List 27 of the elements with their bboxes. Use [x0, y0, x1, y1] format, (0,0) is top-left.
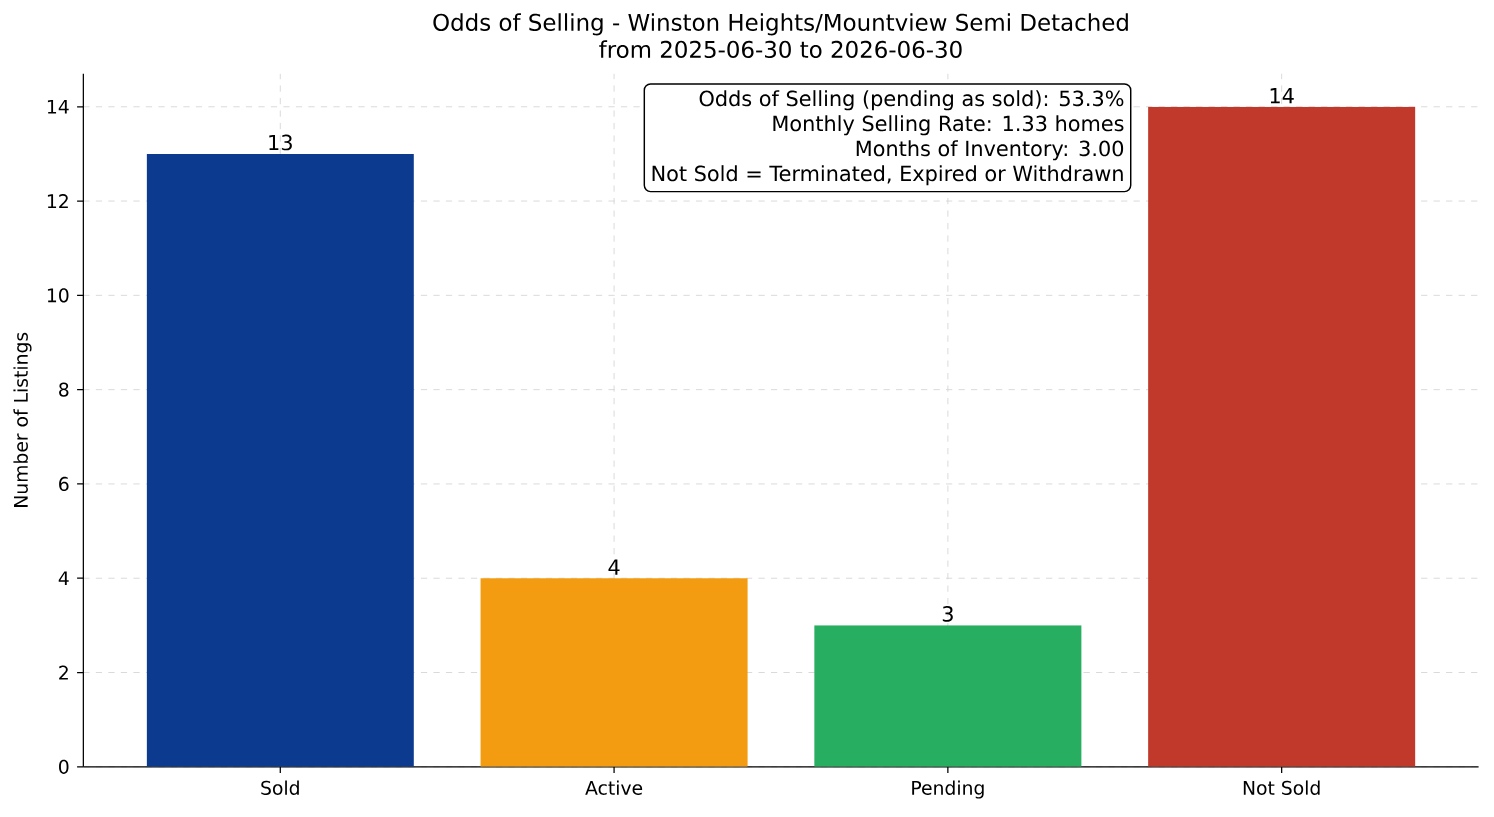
- chart-subtitle: from 2025-06-30 to 2026-06-30: [599, 40, 962, 59]
- annotation: Odds of Selling (pending as sold): 53.3%: [699, 90, 1124, 111]
- annotation: Monthly Selling Rate: 1.33 homes: [773, 115, 1124, 136]
- y-tick-label: 8: [59, 382, 69, 397]
- chart-title: Odds of Selling - Winston Heights/Mountview Semi Detached: [433, 13, 1128, 36]
- annotation: Not Sold = Terminated, Expired or Withdrawn: [652, 165, 1123, 186]
- y-tick-label: 14: [47, 100, 69, 114]
- bar: [814, 625, 1082, 767]
- y-tick-label: 12: [47, 194, 68, 209]
- y-tick-label: 2: [59, 665, 68, 680]
- bar: [146, 154, 414, 767]
- y-tick-label: 4: [58, 571, 69, 586]
- annotation: Months of Inventory: 3.00: [856, 140, 1124, 161]
- x-tick-label: Active: [585, 780, 643, 796]
- x-tick-label: Pending: [912, 780, 984, 799]
- data-label: 4: [608, 559, 620, 575]
- bar: [480, 578, 748, 767]
- y-tick-label: 0: [59, 759, 69, 774]
- data-label: 3: [942, 606, 953, 622]
- y-tick-label: 6: [59, 476, 69, 492]
- y-tick-label: 10: [47, 288, 69, 303]
- data-label: 13: [269, 134, 292, 151]
- x-tick-label: Not Sold: [1243, 780, 1320, 796]
- bar: [1148, 106, 1416, 767]
- x-tick-label: Sold: [261, 780, 299, 796]
- data-label: 14: [1270, 88, 1294, 104]
- y-axis-title: Number of Listings: [13, 332, 32, 507]
